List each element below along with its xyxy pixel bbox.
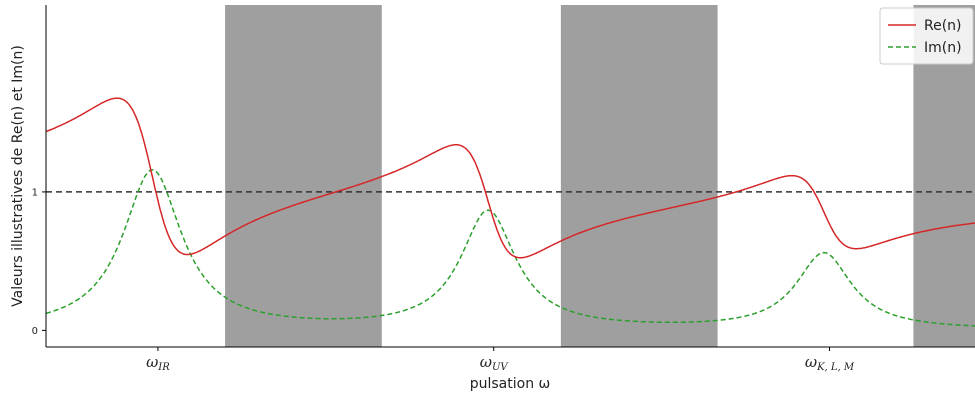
x-tick-label-2: ωK, L, M	[805, 353, 855, 373]
series-re-n-line	[46, 97, 975, 259]
series-im-n-line	[46, 169, 975, 327]
shaded-band-1	[225, 5, 382, 347]
plot-lines	[46, 97, 975, 327]
legend: Re(n) Im(n)	[879, 7, 974, 65]
axes	[45, 5, 975, 348]
x-tick-label-0: ωIR	[146, 353, 170, 373]
y-axis-label: Valeurs illustratives de Re(n) et Im(n)	[10, 45, 26, 307]
y-tick-label-0: 0	[32, 326, 38, 337]
shaded-bands	[225, 5, 975, 347]
ticks: 0 1 ωIR ωUV ωK, L, M	[32, 187, 855, 373]
legend-label-1: Re(n)	[924, 18, 962, 34]
x-tick-label-1: ωUV	[480, 353, 510, 373]
shaded-band-2	[560, 5, 718, 347]
legend-label-2: Im(n)	[924, 40, 962, 56]
y-tick-label-1: 1	[32, 187, 38, 198]
x-axis-label: pulsation ω	[470, 376, 551, 392]
legend-box	[879, 7, 974, 65]
